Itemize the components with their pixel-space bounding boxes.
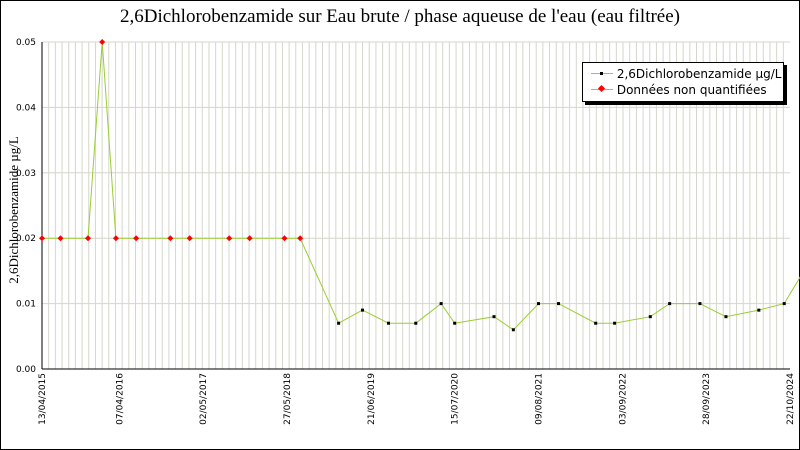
x-tick-label: 13/04/2015 <box>38 373 48 425</box>
data-point-non-quantified <box>112 235 119 242</box>
legend: 2,6Dichlorobenzamide µg/L Données non qu… <box>582 62 784 102</box>
data-point-non-quantified <box>167 235 174 242</box>
data-point-quantified <box>648 315 652 319</box>
data-point-quantified <box>594 321 598 325</box>
x-tick-label: 27/05/2018 <box>283 373 293 425</box>
y-tick-label: 0.04 <box>16 103 36 113</box>
data-point-quantified <box>453 321 457 325</box>
data-point-quantified <box>360 308 364 312</box>
data-point-quantified <box>492 315 496 319</box>
legend-swatch-non-quantified <box>591 82 613 98</box>
x-tick-label: 07/04/2016 <box>115 373 125 425</box>
y-tick-label: 0.01 <box>16 300 36 310</box>
x-tick-label: 28/09/2023 <box>702 373 712 425</box>
data-point-quantified <box>537 302 541 306</box>
data-point-non-quantified <box>57 235 64 242</box>
legend-item-non-quantified: Données non quantifiées <box>591 82 767 98</box>
data-point-quantified <box>511 328 515 332</box>
data-point-quantified <box>557 302 561 306</box>
x-tick-label: 21/06/2019 <box>367 373 377 425</box>
y-tick-label: 0.00 <box>16 365 36 375</box>
data-point-quantified <box>757 308 761 312</box>
y-tick-label: 0.03 <box>16 169 36 179</box>
data-point-non-quantified <box>84 235 91 242</box>
y-tick-label: 0.05 <box>16 38 36 48</box>
data-point-quantified <box>668 302 672 306</box>
legend-swatch-quantified <box>591 66 613 82</box>
data-point-quantified <box>613 321 617 325</box>
data-point-non-quantified <box>99 39 106 45</box>
legend-label-non-quantified: Données non quantifiées <box>616 83 767 97</box>
data-point-non-quantified <box>246 235 253 242</box>
data-point-quantified <box>386 321 390 325</box>
x-tick-label: 02/05/2017 <box>199 373 209 425</box>
data-point-non-quantified <box>133 235 140 242</box>
x-tick-label: 09/08/2021 <box>535 373 545 425</box>
x-tick-label: 22/10/2024 <box>786 373 796 425</box>
y-tick-label: 0.02 <box>16 234 36 244</box>
data-point-non-quantified <box>39 235 45 242</box>
data-point-non-quantified <box>281 235 288 242</box>
legend-label-quantified: 2,6Dichlorobenzamide µg/L <box>616 67 782 81</box>
data-point-quantified <box>782 302 786 306</box>
chart-title: 2,6Dichlorobenzamide sur Eau brute / pha… <box>120 6 680 27</box>
x-tick-label: 15/07/2020 <box>451 373 461 425</box>
data-point-quantified <box>698 302 702 306</box>
x-tick-label: 03/09/2022 <box>618 373 628 425</box>
data-point-quantified <box>439 302 443 306</box>
data-point-non-quantified <box>186 235 193 242</box>
data-point-non-quantified <box>297 235 304 242</box>
data-point-quantified <box>414 321 418 325</box>
legend-item-quantified: 2,6Dichlorobenzamide µg/L <box>591 66 781 82</box>
data-point-quantified <box>724 315 728 319</box>
data-point-non-quantified <box>226 235 233 242</box>
data-point-quantified <box>337 321 341 325</box>
